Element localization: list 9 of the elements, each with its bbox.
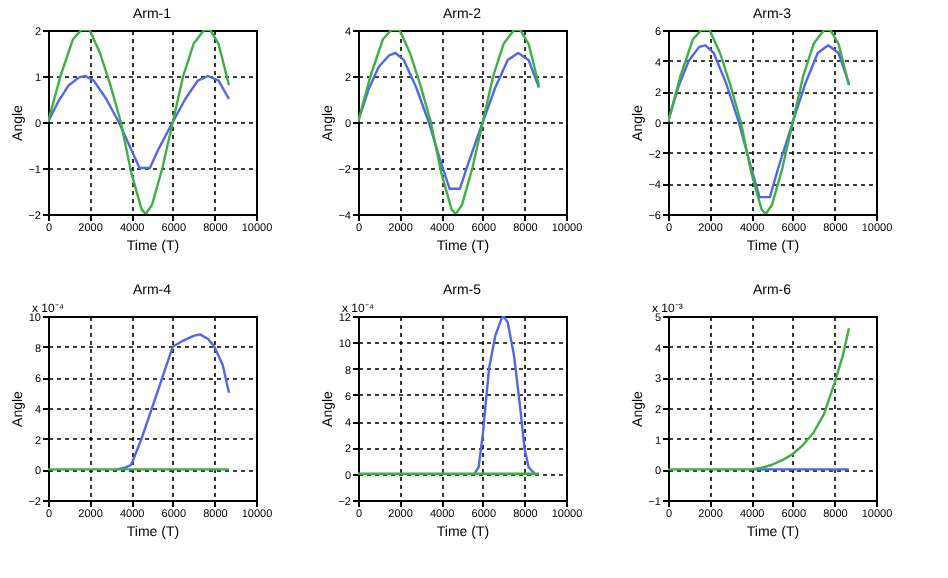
line-series (358, 51, 541, 190)
line-series (115, 333, 231, 471)
line-series (668, 30, 851, 214)
line-series (48, 74, 231, 170)
line-series (48, 30, 231, 214)
line-series (473, 316, 536, 475)
line-series (358, 30, 541, 214)
line-series (668, 327, 851, 471)
line-series (668, 44, 851, 199)
